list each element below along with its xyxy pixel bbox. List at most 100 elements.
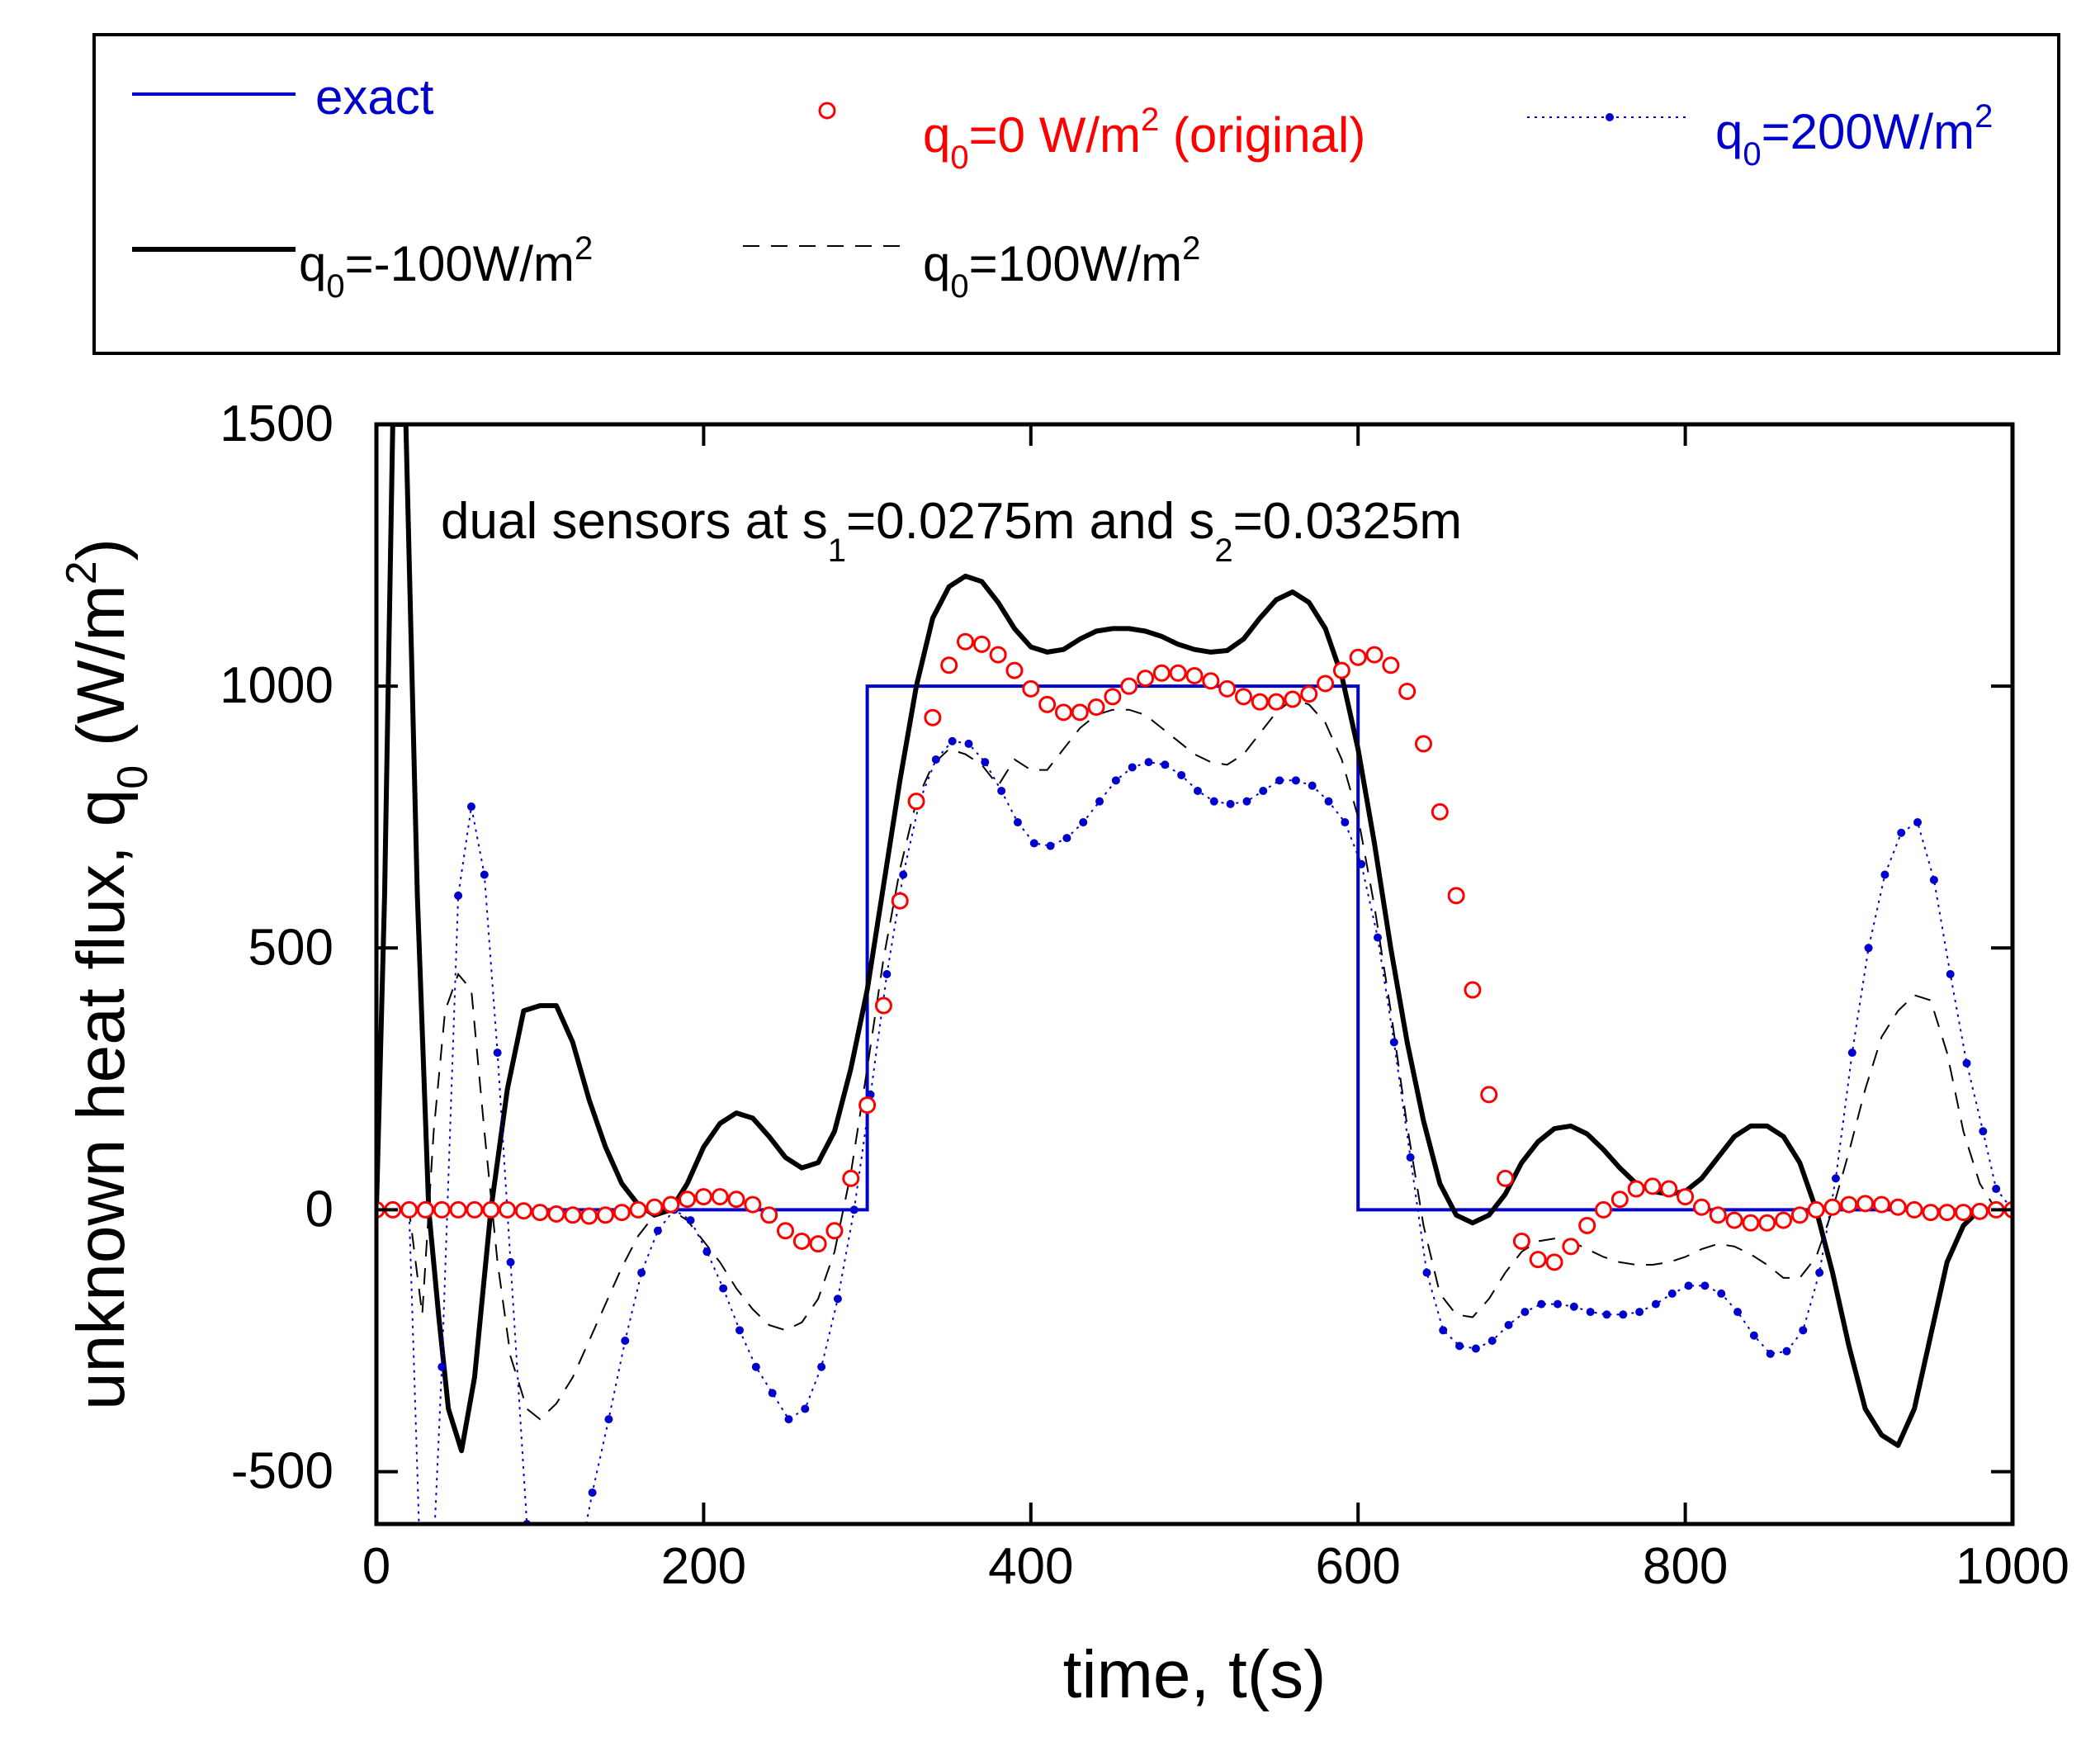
point-q200-65	[1422, 1268, 1431, 1277]
legend-q200-marker	[1606, 113, 1614, 121]
x-tick-label-200: 200	[661, 1538, 746, 1595]
series-line-qm100	[376, 424, 2012, 1454]
point-q0-84	[1742, 1214, 1760, 1232]
point-q200-8	[493, 1048, 502, 1058]
point-q200-57	[1291, 776, 1300, 785]
point-q0-96	[1938, 1204, 1956, 1222]
legend-q200-mid: =200W/m	[1762, 104, 1975, 159]
point-q200-51	[1193, 787, 1202, 795]
legend-q0-swatch	[818, 102, 836, 120]
point-q200-95	[1913, 818, 1923, 827]
point-q200-18	[653, 1226, 662, 1235]
point-q0-73	[1562, 1238, 1580, 1256]
y-tick-label-0: 0	[305, 1181, 333, 1238]
point-q200-7	[480, 870, 489, 879]
point-q0-59	[1332, 661, 1350, 679]
point-q0-60	[1349, 648, 1367, 666]
point-q0-21	[711, 1188, 729, 1206]
point-q0-5	[449, 1200, 467, 1219]
point-q200-21	[702, 1247, 712, 1257]
point-q0-27	[809, 1235, 827, 1253]
legend-q0-pre: q	[923, 107, 950, 163]
point-q200-26	[784, 1415, 793, 1424]
legend-q0-sub: 0	[950, 140, 968, 176]
point-q200-81	[1684, 1281, 1693, 1290]
point-q200-30	[849, 1205, 858, 1214]
series-q100	[376, 698, 2012, 1421]
legend-qm100-label: q0=-100W/m2	[299, 230, 593, 305]
point-q200-27	[801, 1404, 810, 1413]
point-q0-50	[1185, 666, 1204, 684]
point-q0-29	[842, 1169, 860, 1187]
point-q0-66	[1447, 887, 1465, 905]
point-q0-9	[514, 1202, 532, 1220]
legend-q100-sub: 0	[950, 268, 968, 305]
point-q0-30	[858, 1096, 877, 1115]
series-qm100	[376, 424, 2012, 1454]
point-q0-78	[1644, 1177, 1662, 1195]
point-q0-3	[416, 1200, 434, 1219]
ticks-layer: 0 200 400 600 800 1000 -500 0 500 1000 1500	[220, 395, 2069, 1595]
x-tick-label-0: 0	[362, 1538, 390, 1595]
point-q0-2	[400, 1200, 419, 1219]
point-q0-79	[1660, 1180, 1678, 1198]
point-q200-25	[768, 1389, 777, 1398]
y-tick-label-500: 500	[248, 919, 333, 976]
point-q0-19	[679, 1190, 697, 1209]
legend-q0-mid: =0 W/m	[969, 107, 1141, 163]
point-q0-90	[1840, 1195, 1858, 1214]
x-tick-label-400: 400	[988, 1538, 1073, 1595]
point-q200-61	[1357, 859, 1366, 868]
point-q200-35	[931, 755, 940, 764]
point-q200-78	[1635, 1308, 1644, 1317]
point-q200-76	[1602, 1310, 1611, 1319]
point-q0-43	[1071, 703, 1089, 722]
point-q200-24	[751, 1362, 760, 1371]
point-q200-88	[1799, 1326, 1808, 1335]
point-q200-77	[1619, 1310, 1628, 1319]
legend-frame	[92, 33, 2060, 355]
point-q0-77	[1627, 1180, 1645, 1198]
point-q200-99	[1979, 1127, 1988, 1136]
point-q0-98	[1970, 1202, 1989, 1220]
point-q0-46	[1120, 677, 1138, 695]
point-q200-90	[1831, 1174, 1840, 1183]
legend-q100-mid: =100W/m	[969, 236, 1182, 291]
point-q200-14	[588, 1488, 597, 1497]
series-q200	[376, 736, 2012, 1737]
point-q0-89	[1823, 1198, 1842, 1216]
point-q0-67	[1464, 981, 1482, 999]
point-q0-6	[466, 1200, 484, 1219]
y-tick-label-1000: 1000	[220, 657, 333, 714]
point-q200-87	[1782, 1347, 1791, 1356]
point-q0-7	[482, 1200, 500, 1219]
point-q200-44	[1079, 818, 1088, 827]
point-q0-15	[612, 1204, 631, 1222]
point-q200-100	[1992, 1185, 2001, 1194]
point-q200-49	[1161, 760, 1170, 769]
point-q200-33	[899, 870, 908, 879]
point-q200-42	[1046, 841, 1055, 850]
point-q0-94	[1905, 1200, 1923, 1219]
point-q0-93	[1889, 1198, 1907, 1216]
point-q200-71	[1521, 1308, 1530, 1317]
y-tick-label--500: -500	[231, 1443, 333, 1500]
y-axis-title-main: unknown heat flux, q	[64, 789, 139, 1410]
sensor-annotation: dual sensors at s1=0.0275m and s2=0.0325…	[441, 493, 1462, 569]
point-q200-66	[1439, 1326, 1448, 1335]
point-q0-38	[989, 646, 1007, 664]
point-q200-37	[964, 739, 973, 748]
point-q0-69	[1497, 1169, 1515, 1187]
point-q0-37	[972, 635, 991, 653]
legend: exact q0=0 W/m2 (original) q0=200W/m2 q0…	[92, 33, 2060, 355]
point-q200-3	[421, 1730, 429, 1737]
point-q0-54	[1251, 693, 1269, 711]
point-q0-87	[1790, 1206, 1809, 1224]
point-q200-69	[1488, 1337, 1497, 1345]
series-line-q100	[376, 698, 2012, 1421]
point-q0-62	[1382, 656, 1400, 674]
point-q0-10	[531, 1204, 549, 1222]
point-q200-36	[948, 736, 957, 745]
point-q200-67	[1455, 1342, 1464, 1351]
y-tick-label-1500: 1500	[220, 395, 333, 452]
